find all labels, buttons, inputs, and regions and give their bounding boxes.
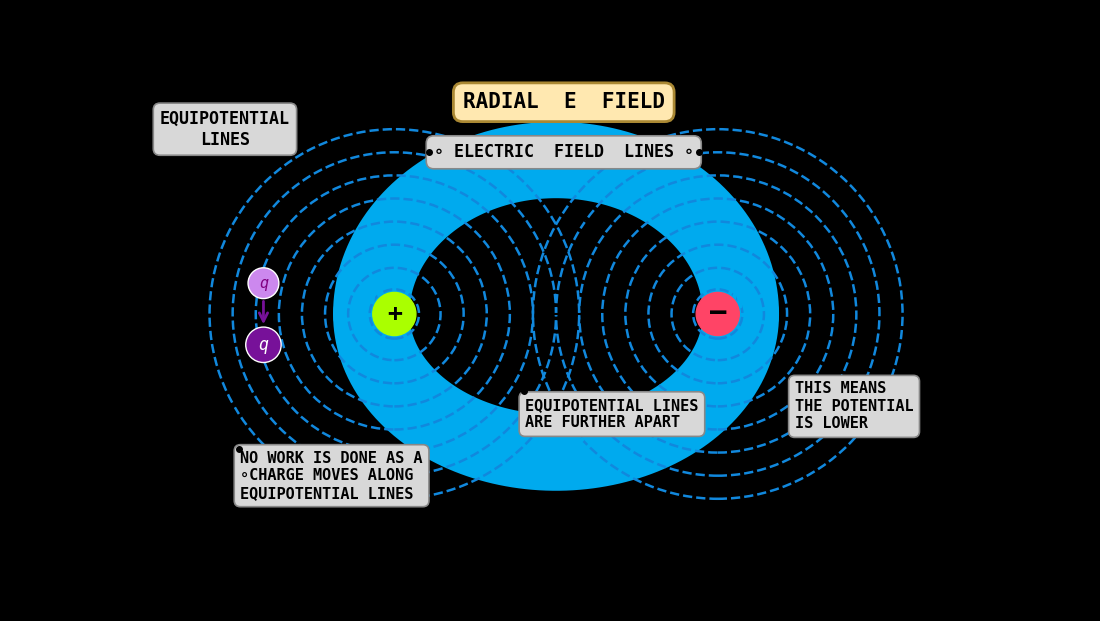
Text: NO WORK IS DONE AS A
∘CHARGE MOVES ALONG
EQUIPOTENTIAL LINES: NO WORK IS DONE AS A ∘CHARGE MOVES ALONG… (241, 451, 422, 501)
Circle shape (245, 327, 282, 363)
Text: q: q (258, 276, 268, 291)
Text: ∘ ELECTRIC  FIELD  LINES ∘: ∘ ELECTRIC FIELD LINES ∘ (433, 143, 694, 161)
Circle shape (373, 292, 416, 335)
Text: RADIAL  E  FIELD: RADIAL E FIELD (463, 93, 664, 112)
Text: EQUIPOTENTIAL LINES
ARE FURTHER APART: EQUIPOTENTIAL LINES ARE FURTHER APART (526, 398, 698, 430)
Text: −: − (708, 299, 727, 329)
Text: EQUIPOTENTIAL
LINES: EQUIPOTENTIAL LINES (160, 110, 290, 148)
Circle shape (696, 292, 739, 335)
Text: +: + (387, 302, 402, 326)
Text: THIS MEANS
THE POTENTIAL
IS LOWER: THIS MEANS THE POTENTIAL IS LOWER (794, 381, 913, 432)
Text: q: q (258, 336, 268, 354)
Circle shape (248, 268, 278, 299)
